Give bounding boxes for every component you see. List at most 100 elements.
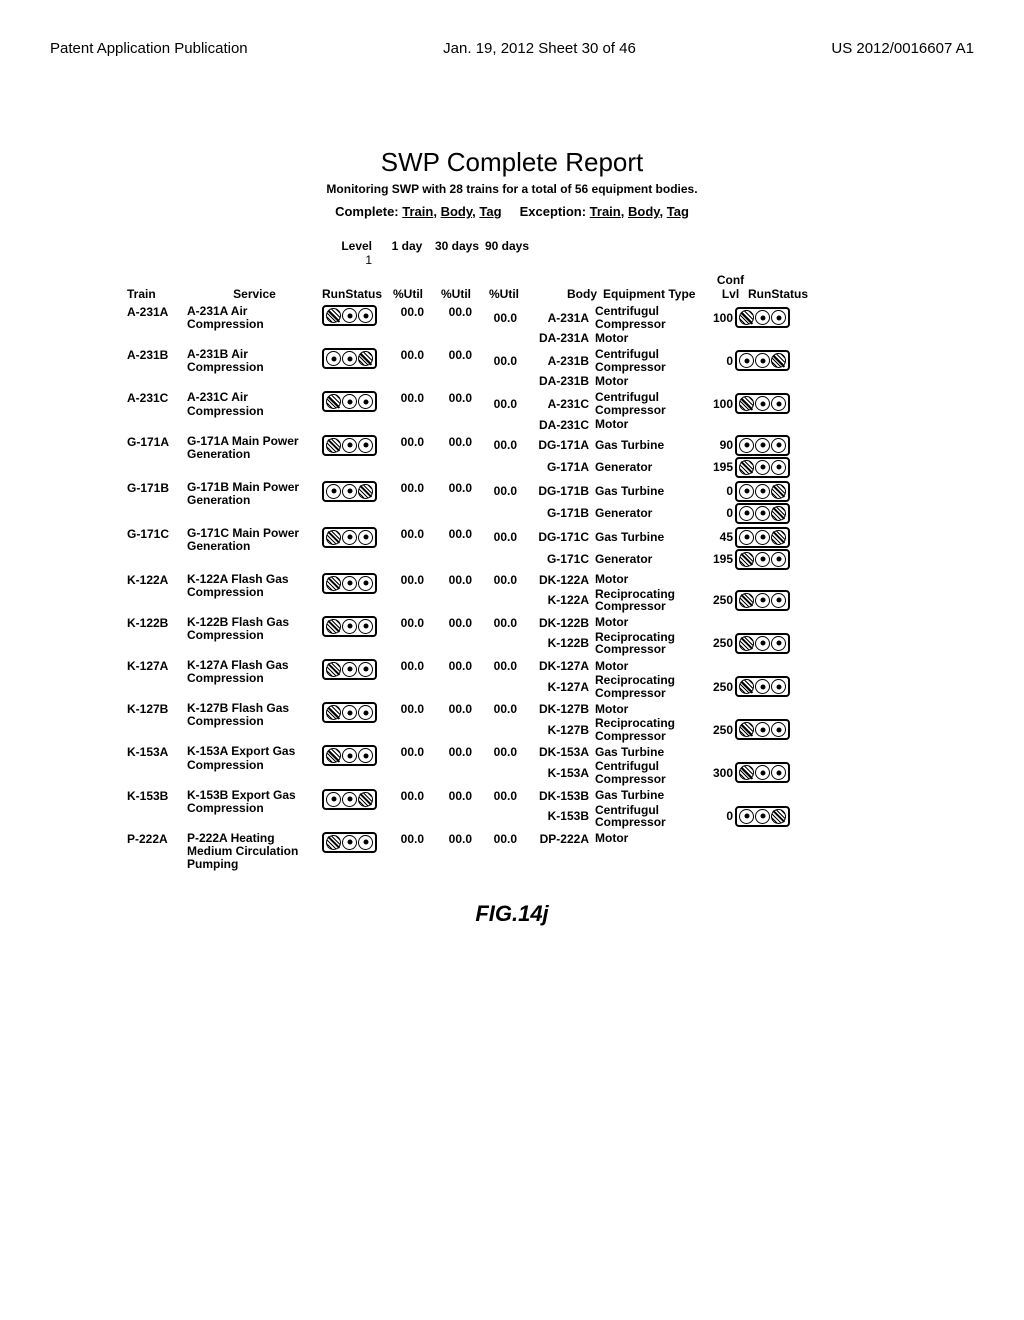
equipment-type: Reciprocating Compressor (595, 588, 700, 613)
body-runstatus (735, 590, 797, 611)
util-1day: 00.0 (384, 435, 432, 449)
bodies-container: 00.0DK-153BGas TurbineK-153BCentrifugul … (480, 789, 897, 830)
indicator-light (342, 438, 357, 453)
train-runstatus (322, 702, 384, 723)
status-indicator (735, 527, 790, 548)
level-header-row: Level 1 1 day 30 days 90 days (127, 239, 897, 267)
equipment-type: Motor (595, 332, 700, 345)
train-runstatus (322, 481, 384, 502)
indicator-light (342, 484, 357, 499)
train-id: A-231C (127, 391, 187, 405)
conf-level: 250 (700, 723, 735, 737)
body-runstatus (735, 719, 797, 740)
indicator-light (739, 593, 754, 608)
body-id: K-153B (520, 809, 595, 823)
body-id: K-127A (520, 680, 595, 694)
col-util-90: %Util (480, 287, 528, 301)
util-90: 00.0 (480, 616, 520, 630)
link-complete-tag[interactable]: Tag (479, 204, 501, 219)
body-row: K-122BReciprocating Compressor250 (480, 631, 897, 656)
train-runstatus (322, 745, 384, 766)
train-runstatus (322, 391, 384, 412)
body-row: 00.0DG-171AGas Turbine90 (480, 435, 897, 456)
status-indicator (735, 719, 790, 740)
indicator-light (771, 460, 786, 475)
report-links: Complete: Train, Body, Tag Exception: Tr… (127, 204, 897, 219)
util-1day: 00.0 (384, 527, 432, 541)
body-id: DK-153A (520, 745, 595, 759)
body-runstatus (735, 481, 797, 502)
indicator-light (755, 593, 770, 608)
indicator-light (771, 809, 786, 824)
indicator-light (342, 308, 357, 323)
level-num: 1 (127, 253, 372, 267)
util-1day: 00.0 (384, 481, 432, 495)
indicator-light (342, 705, 357, 720)
body-id: A-231B (520, 354, 595, 368)
train-id: K-127A (127, 659, 187, 673)
bodies-container: 00.0DP-222AMotor (480, 832, 897, 847)
column-headers: Train Service RunStatus %Util %Util %Uti… (127, 273, 897, 301)
util-90: 00.0 (480, 438, 520, 452)
body-id: G-171A (520, 460, 595, 474)
link-complete-train[interactable]: Train (402, 204, 433, 219)
bodies-container: 00.0DK-122AMotorK-122AReciprocating Comp… (480, 573, 897, 614)
indicator-light (342, 748, 357, 763)
indicator-light (739, 438, 754, 453)
body-runstatus (735, 503, 797, 524)
util-30day: 00.0 (432, 832, 480, 846)
body-row: G-171BGenerator0 (480, 503, 897, 524)
util-90: 00.0 (480, 832, 520, 846)
body-id: K-122A (520, 593, 595, 607)
train-row: G-171BG-171B Main Power Generation00.000… (127, 481, 897, 525)
train-id: G-171C (127, 527, 187, 541)
indicator-light (771, 552, 786, 567)
indicator-light (739, 809, 754, 824)
indicator-light (326, 351, 341, 366)
util-30day: 00.0 (432, 573, 480, 587)
util-1day: 00.0 (384, 391, 432, 405)
indicator-light (755, 353, 770, 368)
bodies-container: 00.0DG-171AGas Turbine90G-171AGenerator1… (480, 435, 897, 479)
status-indicator (322, 527, 377, 548)
body-id: DG-171B (520, 484, 595, 498)
report-subtitle: Monitoring SWP with 28 trains for a tota… (127, 182, 897, 196)
indicator-light (739, 353, 754, 368)
train-runstatus (322, 616, 384, 637)
train-row: K-153AK-153A Export Gas Compression00.00… (127, 745, 897, 786)
indicator-light (739, 552, 754, 567)
conf-level: 0 (700, 354, 735, 368)
util-90: 00.0 (480, 702, 520, 716)
body-id: G-171C (520, 552, 595, 566)
service-name: K-122B Flash Gas Compression (187, 616, 322, 642)
status-indicator (735, 503, 790, 524)
col-runstatus: RunStatus (322, 287, 384, 301)
util-30day: 00.0 (432, 527, 480, 541)
util-90: 00.0 (480, 484, 520, 498)
indicator-light (739, 484, 754, 499)
body-id: DK-122A (520, 573, 595, 587)
link-complete-body[interactable]: Body (441, 204, 473, 219)
body-row: K-153BCentrifugul Compressor0 (480, 804, 897, 829)
service-name: A-231A Air Compression (187, 305, 322, 331)
indicator-light (326, 394, 341, 409)
indicator-light (771, 438, 786, 453)
exception-label: Exception: (520, 204, 586, 219)
train-row: A-231CA-231C Air Compression00.000.000.0… (127, 391, 897, 432)
link-exception-body[interactable]: Body (628, 204, 660, 219)
indicator-light (771, 593, 786, 608)
train-row: G-171CG-171C Main Power Generation00.000… (127, 527, 897, 571)
train-row: K-127AK-127A Flash Gas Compression00.000… (127, 659, 897, 700)
link-exception-tag[interactable]: Tag (667, 204, 689, 219)
body-id: DG-171C (520, 530, 595, 544)
util-30day: 00.0 (432, 659, 480, 673)
util-1day: 00.0 (384, 659, 432, 673)
util-30day: 00.0 (432, 305, 480, 319)
equipment-type: Gas Turbine (595, 789, 700, 802)
body-id: DP-222A (520, 832, 595, 846)
indicator-light (739, 460, 754, 475)
header-left: Patent Application Publication (50, 40, 248, 57)
link-exception-train[interactable]: Train (590, 204, 621, 219)
indicator-light (771, 396, 786, 411)
equipment-type: Centrifugul Compressor (595, 305, 700, 330)
